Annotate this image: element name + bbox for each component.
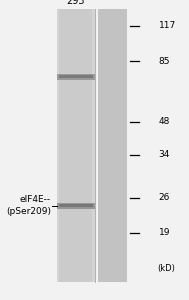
Bar — [59, 75, 93, 78]
Text: 26: 26 — [159, 194, 170, 202]
Text: 34: 34 — [159, 150, 170, 159]
Text: (kD): (kD) — [157, 264, 175, 273]
Bar — [92, 9, 94, 282]
Bar — [57, 9, 59, 282]
Text: 85: 85 — [159, 57, 170, 66]
Bar — [98, 9, 127, 282]
Bar — [57, 202, 94, 208]
Text: 117: 117 — [159, 21, 176, 30]
Bar — [57, 74, 94, 80]
Text: 48: 48 — [159, 117, 170, 126]
Bar — [57, 9, 94, 282]
Bar — [59, 204, 93, 207]
Text: (pSer209): (pSer209) — [6, 207, 51, 216]
Text: 19: 19 — [159, 228, 170, 237]
Text: 293: 293 — [66, 0, 85, 6]
Text: eIF4E--: eIF4E-- — [20, 195, 51, 204]
